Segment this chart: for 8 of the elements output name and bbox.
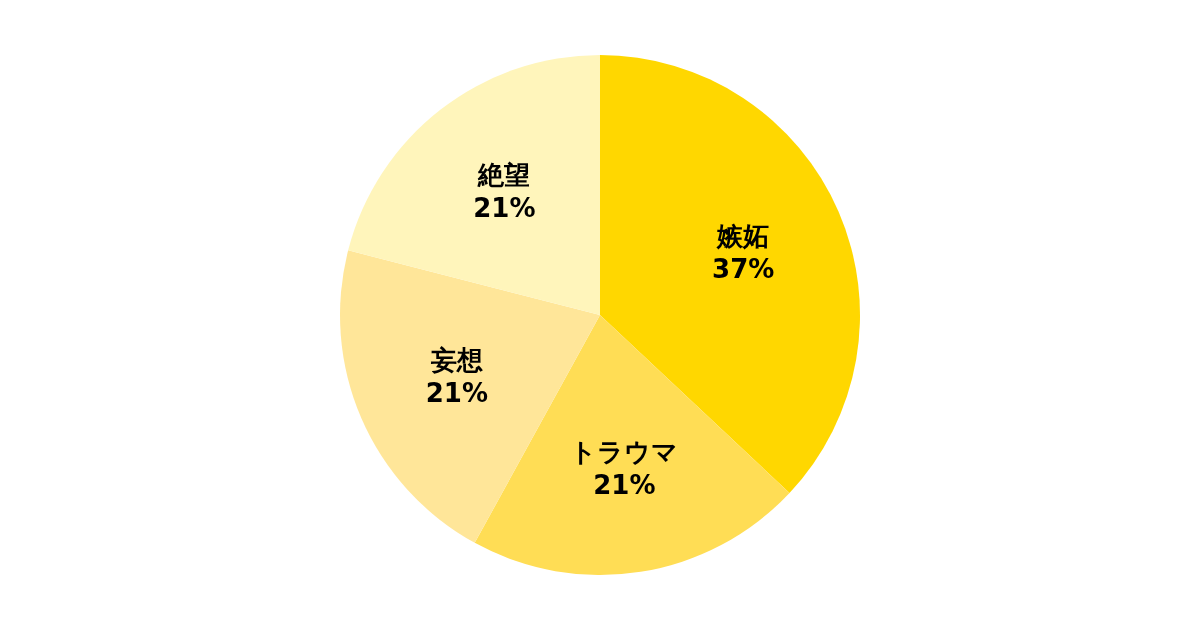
slice-label: トラウマ [570, 437, 679, 468]
data-label: 21% [425, 377, 488, 408]
data-label: 21% [473, 192, 536, 223]
slice-label: 妄想 [429, 344, 483, 375]
slice-label: 絶望 [477, 159, 531, 190]
data-label: 21% [593, 470, 656, 501]
slice-label: 嫉妬 [716, 221, 770, 252]
data-label: 37% [712, 254, 775, 285]
